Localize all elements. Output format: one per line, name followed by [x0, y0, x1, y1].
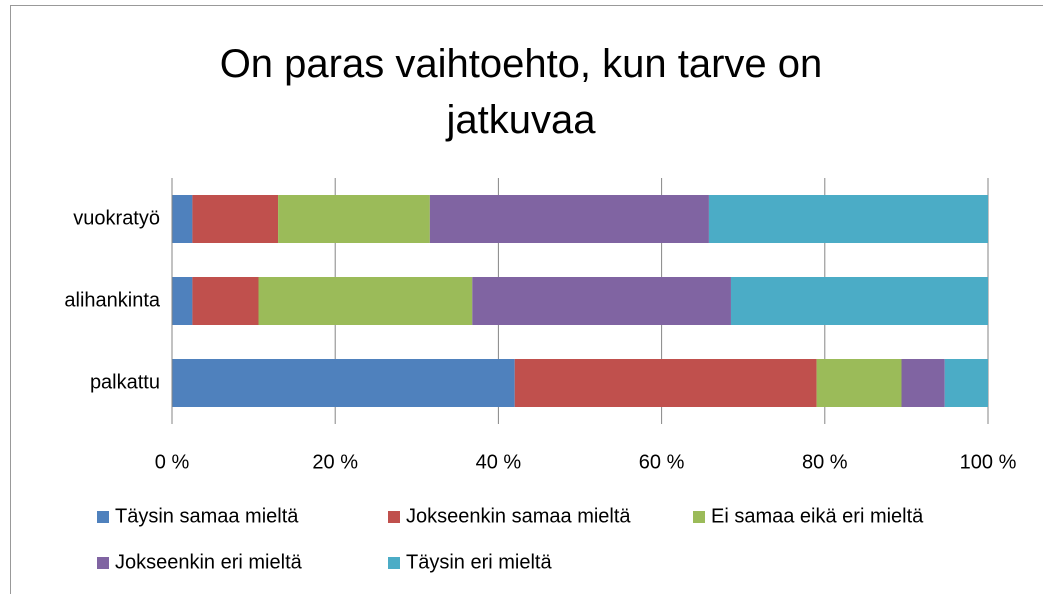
y-tick-label: palkattu — [90, 371, 160, 393]
x-tick-label: 20 % — [312, 451, 358, 473]
bar-segment — [192, 195, 279, 243]
bar-segment — [192, 277, 259, 325]
bar-segment — [172, 277, 193, 325]
bar-segment — [172, 359, 515, 407]
x-tick-label: 40 % — [476, 451, 522, 473]
bar-segment — [816, 359, 902, 407]
x-tick-label: 0 % — [155, 451, 190, 473]
legend-swatch — [693, 511, 705, 523]
legend-label: Jokseenkin eri mieltä — [115, 551, 303, 573]
x-tick-label: 100 % — [960, 451, 1017, 473]
bar-segment — [472, 277, 731, 325]
legend-label: Täysin eri mieltä — [406, 551, 552, 573]
y-tick-label: vuokratyö — [73, 207, 160, 229]
legend-swatch — [388, 511, 400, 523]
bar-segment — [278, 195, 430, 243]
x-tick-label: 80 % — [802, 451, 848, 473]
legend-label: Ei samaa eikä eri mieltä — [711, 505, 924, 527]
legend-swatch — [97, 557, 109, 569]
bar-segment — [901, 359, 945, 407]
legend-swatch — [388, 557, 400, 569]
legend-swatch — [97, 511, 109, 523]
bar-segment — [429, 195, 709, 243]
chart-border — [10, 5, 1043, 594]
bar-segment — [172, 195, 193, 243]
legend-label: Jokseenkin samaa mieltä — [406, 505, 631, 527]
bar-segment — [944, 359, 988, 407]
legend-label: Täysin samaa mieltä — [115, 505, 299, 527]
bar-segment — [730, 277, 988, 325]
bar-segment — [708, 195, 988, 243]
y-tick-label: alihankinta — [64, 289, 161, 311]
x-tick-label: 60 % — [639, 451, 685, 473]
bar-segment — [514, 359, 817, 407]
bar-segment — [258, 277, 473, 325]
chart-title: On paras vaihtoehto, kun tarve on jatkuv… — [219, 42, 823, 142]
